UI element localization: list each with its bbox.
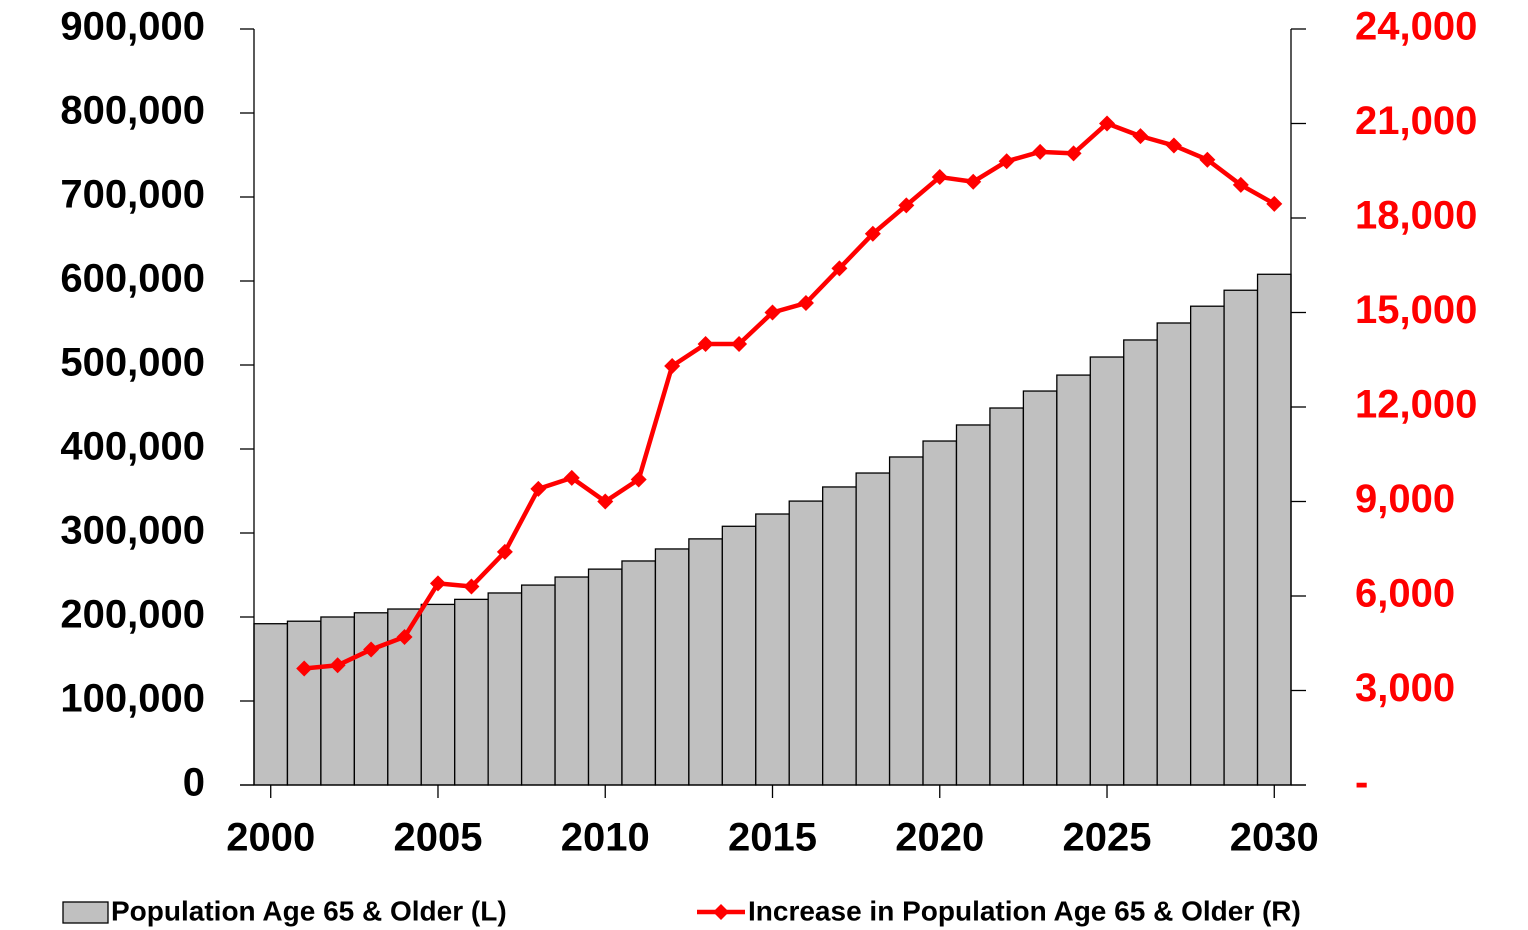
line-marker [965, 173, 982, 190]
y2-tick-label: 9,000 [1355, 477, 1455, 521]
line-marker [1132, 128, 1149, 145]
bar [1123, 339, 1158, 786]
bar [1056, 374, 1091, 786]
y2-tick-label: - [1355, 761, 1368, 805]
line-marker [1266, 195, 1283, 212]
bar [587, 568, 623, 786]
line-marker [396, 628, 413, 645]
bar [286, 620, 322, 786]
bar [855, 472, 891, 786]
bar [487, 592, 523, 786]
x-tick-label: 2005 [393, 816, 482, 860]
bar [1223, 289, 1259, 786]
line-marker [463, 578, 480, 595]
bar [654, 548, 690, 786]
y2-tick-label: 6,000 [1355, 572, 1455, 616]
line-marker [597, 493, 614, 510]
bar [721, 525, 757, 786]
line-marker [898, 197, 915, 214]
legend-label: Increase in Population Age 65 & Older (R… [748, 895, 1301, 926]
line-marker [1099, 115, 1116, 132]
line-marker [429, 575, 446, 592]
x-tick-label: 2030 [1230, 816, 1319, 860]
line-marker [797, 295, 814, 312]
bar [1189, 305, 1225, 786]
y2-tick-label: 21,000 [1355, 99, 1477, 143]
y2-tick-label: 18,000 [1355, 194, 1477, 238]
y-tick-label: 0 [183, 761, 205, 805]
y-tick-label: 100,000 [60, 677, 205, 721]
line-marker [764, 304, 781, 321]
line-marker [1232, 176, 1249, 193]
bar [1256, 273, 1292, 786]
bar [1156, 322, 1192, 786]
x-tick-label: 2000 [226, 816, 315, 860]
bar [554, 576, 590, 786]
y2-tick-label: 15,000 [1355, 288, 1477, 332]
line-marker [1165, 137, 1182, 154]
y-tick-label: 400,000 [60, 425, 205, 469]
bar [621, 560, 657, 786]
bar [1089, 356, 1125, 786]
legend-marker [713, 904, 729, 920]
y-tick-label: 800,000 [60, 89, 205, 133]
bar [922, 440, 958, 786]
y-tick-label: 600,000 [60, 257, 205, 301]
bar [822, 486, 857, 786]
y-tick-label: 700,000 [60, 173, 205, 217]
x-tick-label: 2015 [728, 816, 817, 860]
bar [353, 612, 389, 786]
line-marker [630, 471, 647, 488]
y2-tick-label: 12,000 [1355, 383, 1477, 427]
line-marker [1032, 143, 1049, 160]
line-marker [496, 543, 513, 560]
bar [955, 424, 991, 786]
y-tick-label: 500,000 [60, 341, 205, 385]
line-marker [1199, 151, 1216, 168]
y2-tick-label: 24,000 [1355, 5, 1477, 49]
line-marker [664, 358, 681, 375]
line-marker [329, 657, 346, 674]
y-tick-label: 200,000 [60, 593, 205, 637]
x-tick-label: 2025 [1063, 816, 1152, 860]
x-tick-label: 2020 [895, 816, 984, 860]
line-marker [563, 469, 580, 486]
line-marker [296, 660, 313, 677]
bar [1022, 390, 1058, 786]
line-marker [1065, 145, 1082, 162]
bar [688, 538, 723, 786]
line-marker [864, 225, 881, 242]
line-marker [931, 169, 948, 186]
line-marker [530, 480, 547, 497]
x-tick-label: 2010 [561, 816, 650, 860]
bar [989, 407, 1025, 786]
line-marker [363, 641, 380, 658]
legend-label: Population Age 65 & Older (L) [111, 895, 507, 926]
bar [454, 598, 489, 786]
line-marker [697, 336, 714, 352]
bar [788, 500, 824, 786]
line-marker [731, 336, 748, 352]
line-marker [831, 260, 848, 277]
y-tick-label: 900,000 [60, 5, 205, 49]
bar [420, 603, 456, 786]
bar [755, 513, 790, 786]
line-marker [998, 153, 1015, 170]
bar [253, 623, 289, 786]
bar [520, 584, 556, 786]
legend-swatch [62, 901, 109, 924]
bar [888, 456, 924, 786]
bar [320, 616, 356, 786]
y2-tick-label: 3,000 [1355, 666, 1455, 710]
y-tick-label: 300,000 [60, 509, 205, 553]
